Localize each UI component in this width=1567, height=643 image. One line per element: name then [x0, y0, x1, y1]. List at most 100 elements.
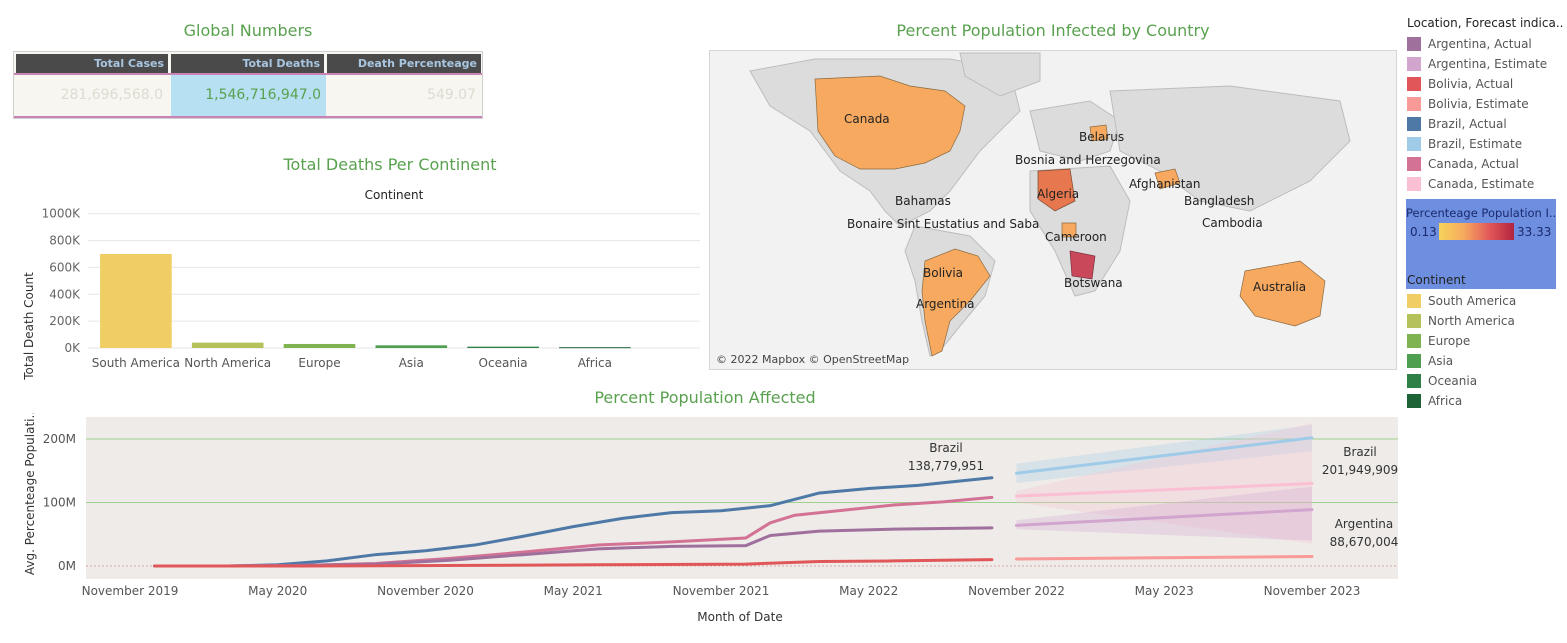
location-legend-item[interactable]: Canada, Estimate — [1407, 174, 1563, 194]
continent-legend-item[interactable]: Africa — [1407, 391, 1516, 411]
map-label-canada: Canada — [844, 112, 890, 126]
global-numbers-table: Total Cases Total Deaths Death Percentea… — [13, 51, 483, 119]
algeria-shape — [1037, 168, 1076, 212]
location-legend-label: Argentina, Actual — [1428, 37, 1532, 51]
location-legend-swatch — [1407, 117, 1421, 131]
location-legend-item[interactable]: Argentina, Estimate — [1407, 54, 1563, 74]
header-total-deaths: Total Deaths — [171, 54, 324, 73]
global-numbers-title: Global Numbers — [183, 21, 313, 40]
population-affected-chart: Avg. Percenteage Populati.. Month of Dat… — [23, 413, 1399, 624]
map-label-bahamas: Bahamas — [895, 194, 951, 208]
map-credit[interactable]: © 2022 Mapbox © OpenStreetMap — [716, 353, 910, 366]
line-ytick-label: 200M — [43, 432, 76, 446]
bar-category-label: South America — [92, 356, 180, 370]
map-label-belarus: Belarus — [1079, 130, 1125, 144]
map-shapes — [749, 52, 1351, 357]
bar-ytick-label: 800K — [49, 234, 81, 248]
australia-land — [1239, 260, 1326, 327]
line-xtick-label: November 2019 — [82, 584, 179, 598]
location-legend-item[interactable]: Bolivia, Estimate — [1407, 94, 1563, 114]
continent-legend-item[interactable]: North America — [1407, 311, 1516, 331]
bar-asia — [375, 345, 448, 348]
color-scale-max: 33.33 — [1517, 225, 1552, 239]
line-plot-background — [86, 417, 1398, 579]
location-legend-label: Bolivia, Actual — [1428, 77, 1514, 91]
map-label-afghanistan: Afghanistan — [1129, 177, 1201, 191]
line-chart-ylabel: Avg. Percenteage Populati.. — [23, 413, 37, 575]
brazil-estimate-line — [1015, 436, 1314, 475]
bar-north-america — [191, 342, 264, 348]
line-xtick-label: November 2023 — [1264, 584, 1361, 598]
bar-category-label: North America — [184, 356, 271, 370]
bar-ytick-label: 0K — [64, 341, 81, 355]
location-legend-label: Brazil, Estimate — [1428, 137, 1523, 151]
location-legend-swatch — [1407, 157, 1421, 171]
color-scale-gradient — [1439, 223, 1514, 240]
map-label-botswana: Botswana — [1064, 276, 1123, 290]
bar-ytick-label: 400K — [49, 287, 81, 301]
bar-south-america — [100, 254, 172, 348]
location-legend-label: Canada, Estimate — [1428, 177, 1535, 191]
map-label-bangladesh: Bangladesh — [1184, 194, 1255, 208]
map-label-cameroon: Cameroon — [1045, 230, 1107, 244]
botswana-shape — [1069, 250, 1096, 280]
line-ytick-label: 100M — [43, 496, 76, 510]
argentina-estimate-line — [1015, 508, 1314, 527]
bar-chart-ylabel: Total Death Count — [22, 272, 36, 381]
world-map[interactable]: Canada Belarus Bosnia and Herzegovina Af… — [709, 50, 1397, 370]
argentina-estimate-band — [1016, 486, 1312, 541]
brazil-actual-line — [177, 476, 994, 568]
map-label-bonaire: Bonaire Sint Eustatius and Saba — [847, 217, 1040, 231]
brazil-estimate-band — [1016, 425, 1312, 483]
table-top-divider — [14, 73, 482, 75]
value-death-percentage: 549.07 — [427, 87, 476, 103]
continent-legend-label: South America — [1428, 294, 1517, 308]
bar-ytick-label: 200K — [49, 314, 81, 328]
europe-land — [1029, 100, 1121, 162]
location-legend-item[interactable]: Canada, Actual — [1407, 154, 1563, 174]
continent-legend-title: Continent — [1407, 273, 1466, 287]
continent-legend-label: Oceania — [1428, 374, 1478, 388]
deaths-per-continent-chart: Continent Total Death Count 0K 200K 400K 60… — [22, 188, 700, 381]
annotation-brazil-estimate-value: 201,949,909 — [1322, 463, 1398, 477]
continent-legend-item[interactable]: Asia — [1407, 351, 1516, 371]
header-death-percentage: Death Percenteage — [327, 54, 481, 73]
bar-category-label: Oceania — [479, 356, 528, 370]
location-legend-item[interactable]: Bolivia, Actual — [1407, 74, 1563, 94]
continent-legend-swatch — [1407, 294, 1421, 308]
map-label-algeria: Algeria — [1037, 187, 1080, 201]
map-label-bosnia: Bosnia and Herzegovina — [1015, 153, 1161, 167]
bar-category-label: Asia — [399, 356, 424, 370]
continent-legend-item[interactable]: Europe — [1407, 331, 1516, 351]
line-xtick-label: May 2022 — [839, 584, 898, 598]
bar-ytick-label: 1000K — [42, 207, 82, 221]
continent-legend-swatch — [1407, 314, 1421, 328]
line-xtick-label: November 2021 — [673, 584, 770, 598]
bolivia-estimate-line — [1015, 554, 1314, 561]
location-legend-item[interactable]: Argentina, Actual — [1407, 34, 1563, 54]
annotation-argentina-estimate-value: 88,670,004 — [1330, 535, 1399, 549]
line-chart-xlabel: Month of Date — [697, 610, 783, 624]
value-total-deaths: 1,546,716,947.0 — [171, 75, 326, 116]
line-chart-title: Percent Population Affected — [594, 388, 816, 407]
annotation-argentina-estimate-name: Argentina — [1335, 517, 1394, 531]
continent-legend-swatch — [1407, 374, 1421, 388]
continent-legend-label: Europe — [1428, 334, 1471, 348]
location-legend-item[interactable]: Brazil, Estimate — [1407, 134, 1563, 154]
continent-legend: Continent South America North America Euro… — [1407, 273, 1516, 411]
color-scale-title: Percenteage Population I.. — [1406, 206, 1557, 220]
bar-oceania — [467, 346, 539, 348]
annotation-brazil-actual-value: 138,779,951 — [908, 459, 984, 473]
bar-chart-header: Continent — [365, 188, 424, 202]
map-label-bolivia: Bolivia — [923, 266, 964, 280]
continent-legend-item[interactable]: Oceania — [1407, 371, 1516, 391]
line-xtick-label: May 2020 — [248, 584, 307, 598]
location-legend-item[interactable]: Brazil, Actual — [1407, 114, 1563, 134]
continent-legend-item[interactable]: South America — [1407, 291, 1516, 311]
afghanistan-shape — [1154, 168, 1181, 190]
location-legend-swatch — [1407, 57, 1421, 71]
continent-legend-swatch — [1407, 394, 1421, 408]
continent-legend-swatch — [1407, 354, 1421, 368]
bar-category-label: Europe — [298, 356, 340, 370]
location-legend-swatch — [1407, 97, 1421, 111]
